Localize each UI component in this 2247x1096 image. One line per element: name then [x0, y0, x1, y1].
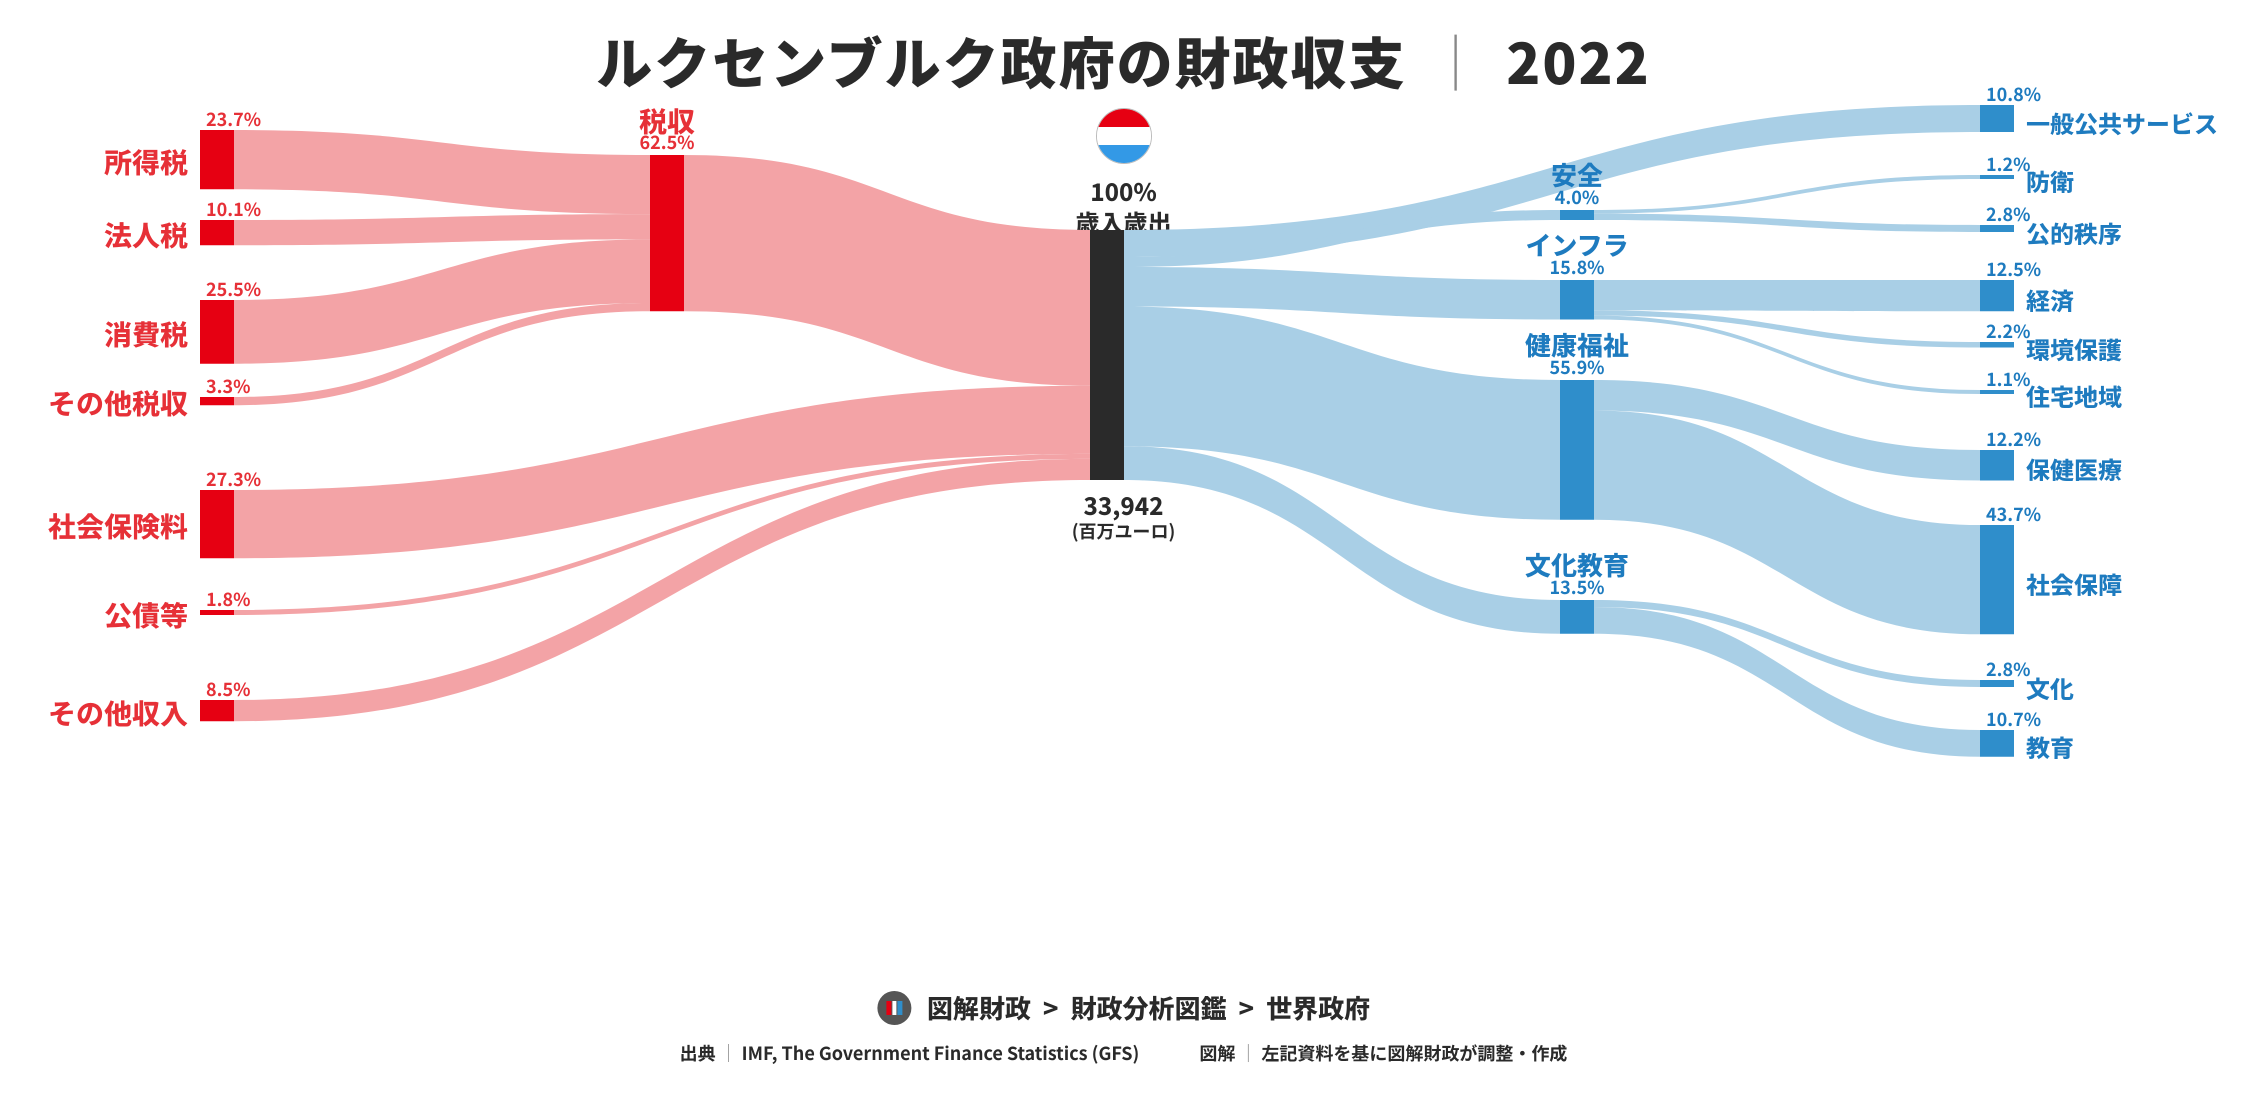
label-socsec: 社会保障 — [2026, 566, 2122, 601]
label-other_rev: その他収入 — [48, 693, 188, 733]
label-other_tax: その他税収 — [48, 383, 188, 423]
label-defense: 防衛 — [2026, 163, 2074, 198]
label-cul: 文化 — [2026, 670, 2074, 705]
flow-safety-defense — [1594, 175, 1980, 214]
pct-other_rev: 8.5% — [206, 676, 250, 702]
flow-infra-economy — [1594, 280, 1980, 311]
node-welfare — [1560, 380, 1594, 520]
pct-health: 12.2% — [1986, 426, 2041, 452]
label-culture: 文化教育 — [1525, 546, 1629, 583]
flow-infra-env — [1594, 310, 1980, 347]
label-infra: インフラ — [1525, 226, 1628, 263]
node-health — [1980, 450, 2014, 481]
breadcrumb: 図解財政 > 財政分析図鑑 > 世界政府 — [877, 989, 1370, 1026]
footer: 出典｜IMF, The Government Finance Statistic… — [680, 1040, 1568, 1066]
label-housing: 住宅地域 — [2026, 378, 2122, 413]
node-socsec — [1980, 525, 2014, 634]
sankey-diagram — [0, 0, 2247, 1096]
node-income_tax — [200, 130, 234, 189]
node-corp_tax — [200, 220, 234, 245]
label-economy: 経済 — [2026, 282, 2074, 317]
crumb-sep-1: > — [1043, 989, 1059, 1026]
crumb-2: 財政分析図鑑 — [1070, 989, 1226, 1026]
node-social_ins — [200, 490, 234, 558]
flow-consume_tax-tax — [234, 239, 650, 363]
node-gen_pub — [1980, 105, 2014, 132]
label-env: 環境保護 — [2026, 331, 2122, 366]
flow-tax-center — [684, 155, 1090, 386]
label-gen_pub: 一般公共サービス — [2026, 105, 2218, 140]
node-edu — [1980, 730, 2014, 757]
pct-debt: 1.8% — [206, 586, 250, 612]
flow-center-welfare — [1124, 307, 1560, 520]
crumb-sep-2: > — [1239, 989, 1255, 1026]
breadcrumb-icon — [877, 991, 911, 1025]
pct-defense: 1.2% — [1986, 151, 2030, 177]
pct-income_tax: 23.7% — [206, 106, 261, 132]
flow-safety-order — [1594, 214, 1980, 232]
label-health: 保健医療 — [2026, 451, 2122, 486]
pct-consume_tax: 25.5% — [206, 276, 261, 302]
label-edu: 教育 — [2026, 729, 2074, 764]
node-center — [1090, 230, 1124, 480]
node-safety — [1560, 210, 1594, 220]
node-other_rev — [200, 700, 234, 721]
pct-social_ins: 27.3% — [206, 466, 261, 492]
label-safety: 安全 — [1551, 156, 1603, 193]
pct-other_tax: 3.3% — [206, 373, 250, 399]
label-debt: 公債等 — [104, 595, 188, 635]
footer-source: 出典｜IMF, The Government Finance Statistic… — [680, 1040, 1140, 1066]
label-income_tax: 所得税 — [104, 142, 188, 182]
label-welfare: 健康福祉 — [1525, 326, 1629, 363]
label-social_ins: 社会保険料 — [48, 506, 188, 546]
pct-env: 2.2% — [1986, 318, 2030, 344]
pct-gen_pub: 10.8% — [1986, 81, 2041, 107]
node-tax-group — [650, 155, 684, 311]
pct-cul: 2.8% — [1986, 656, 2030, 682]
node-consume_tax — [200, 300, 234, 364]
flow-corp_tax-tax — [234, 214, 650, 245]
pct-edu: 10.7% — [1986, 706, 2041, 732]
node-infra — [1560, 280, 1594, 320]
pct-socsec: 43.7% — [1986, 501, 2041, 527]
crumb-1: 図解財政 — [927, 989, 1031, 1026]
flow-income_tax-tax — [234, 130, 650, 214]
footer-figure: 図解｜左記資料を基に図解財政が調整・作成 — [1199, 1040, 1567, 1066]
pct-housing: 1.1% — [1986, 366, 2030, 392]
label-order: 公的秩序 — [2026, 215, 2122, 250]
pct-economy: 12.5% — [1986, 256, 2041, 282]
label-tax-group: 税収 — [639, 101, 695, 141]
crumb-3: 世界政府 — [1266, 989, 1370, 1026]
node-economy — [1980, 280, 2014, 311]
label-corp_tax: 法人税 — [104, 215, 188, 255]
pct-order: 2.8% — [1986, 201, 2030, 227]
pct-corp_tax: 10.1% — [206, 196, 261, 222]
label-consume_tax: 消費税 — [104, 314, 188, 354]
node-culture — [1560, 600, 1594, 634]
